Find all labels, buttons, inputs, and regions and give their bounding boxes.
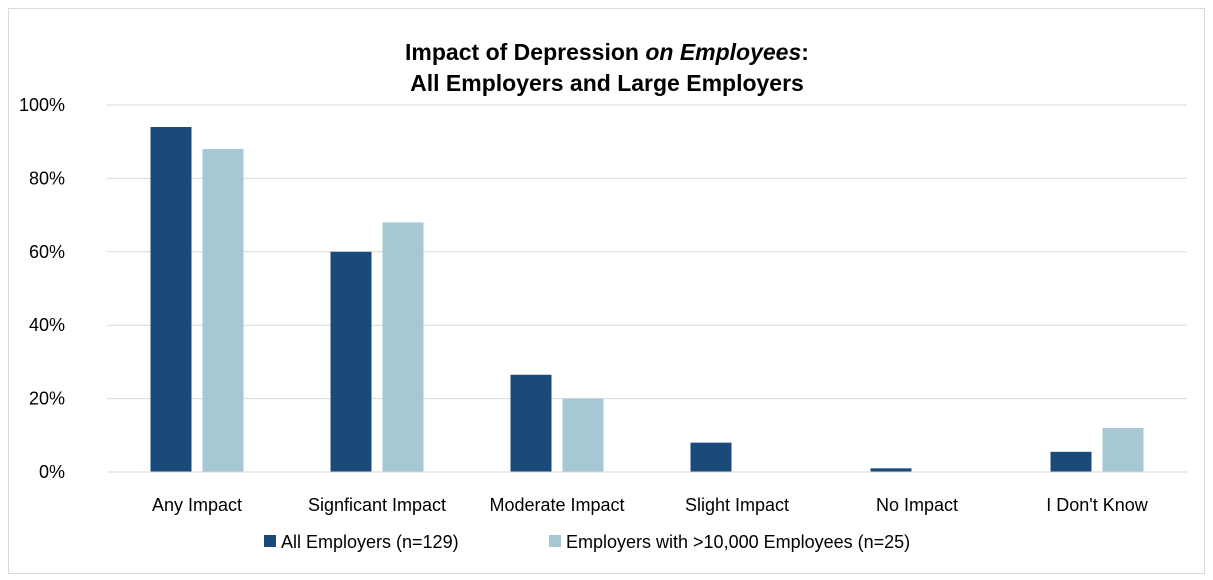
legend-label: Employers with >10,000 Employees (n=25): [566, 532, 910, 552]
y-tick-label: 40%: [29, 315, 65, 335]
y-tick-label: 20%: [29, 389, 65, 409]
y-tick-label: 0%: [39, 462, 65, 482]
bar: [562, 398, 604, 472]
gridlines: [107, 104, 1187, 400]
bar: [870, 468, 912, 472]
bar: [510, 374, 552, 472]
bar: [202, 149, 244, 473]
bar: [690, 442, 732, 472]
chart-frame: Impact of Depression on Employees: All E…: [8, 8, 1205, 574]
y-tick-label: 80%: [29, 168, 65, 188]
bar-chart: Impact of Depression on Employees: All E…: [19, 39, 1187, 552]
y-tick-label: 100%: [19, 95, 65, 115]
category-labels: Any Impact Signficant Impact Moderate Impa…: [152, 495, 1149, 515]
bars: [150, 127, 1144, 473]
chart-title-line-2: All Employers and Large Employers: [410, 70, 804, 96]
bar: [150, 127, 192, 473]
y-tick-label: 60%: [29, 242, 65, 262]
bar: [330, 251, 372, 472]
x-tick-label: I Don't Know: [1046, 495, 1148, 515]
legend-label: All Employers (n=129): [281, 532, 459, 552]
chart-title-line-1: Impact of Depression on Employees:: [405, 39, 809, 65]
x-tick-label: No Impact: [876, 495, 958, 515]
x-tick-label: Moderate Impact: [489, 495, 624, 515]
x-tick-label: Slight Impact: [685, 495, 789, 515]
bar: [1050, 451, 1092, 472]
y-axis-tick-labels: 0% 20% 40% 60% 80% 100%: [19, 95, 65, 482]
bar: [1102, 427, 1144, 472]
legend-swatch: [549, 535, 561, 547]
legend: All Employers (n=129) Employers with >10,…: [264, 532, 910, 552]
bar: [382, 222, 424, 472]
x-tick-label: Signficant Impact: [308, 495, 446, 515]
x-tick-label: Any Impact: [152, 495, 242, 515]
legend-swatch: [264, 535, 276, 547]
